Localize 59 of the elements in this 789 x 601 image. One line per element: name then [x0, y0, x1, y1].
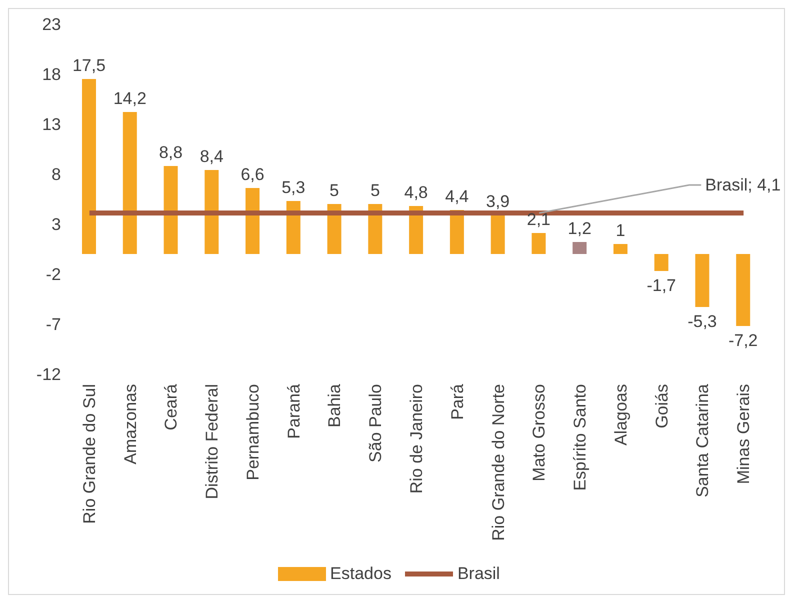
y-tick-label: -12 — [36, 365, 61, 384]
data-label: 17,5 — [72, 56, 106, 75]
x-tick-label: Santa Catarina — [693, 383, 712, 498]
x-tick-label: Ceará — [162, 383, 181, 430]
data-label: 8,4 — [200, 147, 224, 166]
bar — [572, 242, 587, 254]
x-tick-label: Goiás — [652, 384, 672, 428]
x-tick-label: Rio Grande do Sul — [80, 384, 99, 524]
x-tick-label: Rio de Janeiro — [407, 384, 426, 494]
x-tick-label: Pará — [448, 383, 467, 420]
data-label: -7,2 — [728, 331, 758, 350]
bar — [490, 215, 505, 254]
bar — [327, 204, 342, 254]
x-tick-label: Bahia — [325, 383, 344, 428]
x-tick-label: São Paulo — [366, 384, 386, 462]
x-tick-label: Rio Grande do Norte — [488, 384, 508, 541]
y-tick-label: -2 — [46, 265, 61, 284]
bar — [736, 254, 750, 326]
data-label: 14,2 — [113, 89, 146, 108]
data-label: 1,2 — [568, 219, 592, 238]
bar — [82, 79, 96, 254]
annotation: Brasil; 4,1 — [705, 176, 781, 194]
data-label: 4,8 — [404, 183, 428, 202]
legend-label: Estados — [330, 564, 392, 584]
y-tick-label: 13 — [42, 115, 61, 134]
bar — [246, 188, 260, 254]
y-tick-label: -7 — [46, 315, 61, 334]
bar — [532, 233, 546, 254]
x-tick-label: Paraná — [284, 383, 304, 439]
data-label: 3,9 — [486, 192, 510, 211]
data-label: 8,8 — [158, 143, 183, 162]
x-tick-label: Espírito Santo — [570, 384, 590, 491]
legend-label: Brasil — [457, 564, 500, 584]
data-label: 2,1 — [526, 210, 551, 229]
bar — [204, 170, 219, 254]
x-tick-label: Alagoas — [611, 384, 630, 446]
data-label: 4,4 — [445, 187, 469, 206]
bar — [164, 166, 178, 254]
data-label: -1,7 — [646, 276, 676, 295]
x-tick-label: Distrito Federal — [202, 384, 222, 500]
data-label: 5,3 — [282, 178, 306, 197]
data-label: 5 — [330, 181, 340, 200]
y-tick-label: 23 — [42, 15, 61, 34]
y-tick-label: 8 — [52, 165, 61, 184]
data-label: 5 — [370, 181, 380, 200]
bar — [695, 254, 710, 307]
bar — [122, 112, 137, 254]
x-tick-label: Amazonas — [120, 384, 140, 464]
data-label: 1 — [616, 221, 626, 240]
bar — [654, 254, 668, 271]
data-label: 6,6 — [240, 165, 264, 184]
data-label: -5,3 — [688, 312, 717, 331]
x-tick-label: Minas Gerais — [734, 384, 754, 484]
bar — [368, 204, 382, 254]
y-tick-label: 3 — [52, 215, 61, 234]
x-tick-label: Pernambuco — [243, 384, 262, 480]
bar — [613, 244, 628, 254]
y-tick-label: 18 — [42, 65, 61, 84]
x-tick-label: Mato Grosso — [530, 384, 549, 482]
